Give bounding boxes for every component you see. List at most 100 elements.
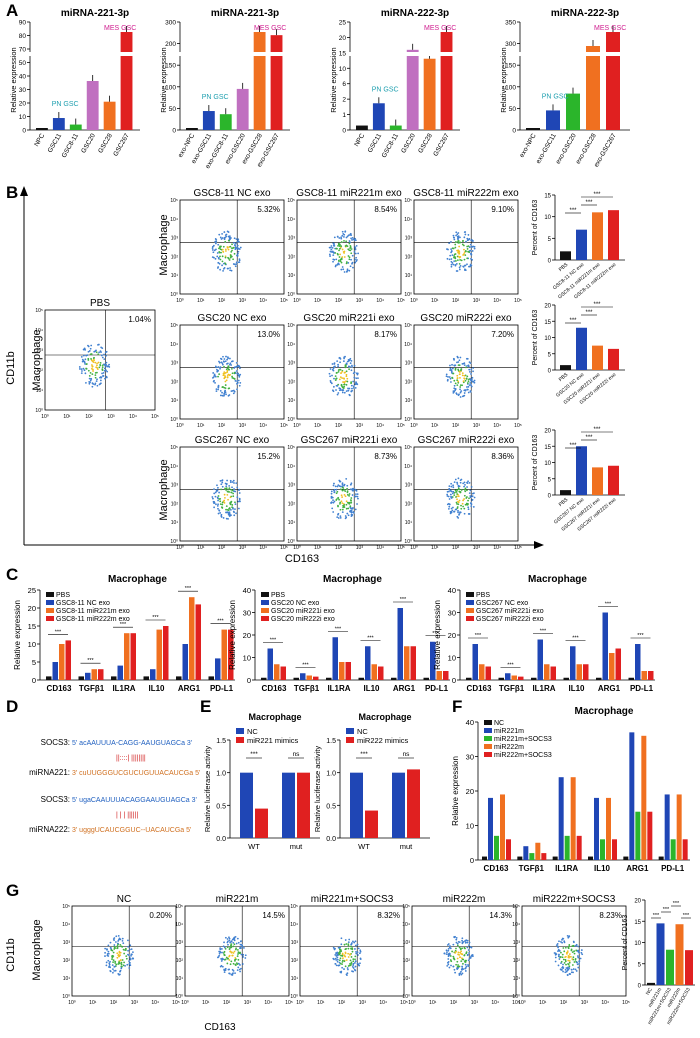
event-dot: [338, 247, 341, 250]
event-dot: [218, 233, 221, 236]
event-dot: [350, 511, 353, 514]
y-tick-label: 150: [505, 63, 516, 70]
event-dot: [105, 369, 107, 372]
chart-title: Macrophage: [108, 574, 167, 585]
event-dot: [229, 269, 232, 272]
event-dot: [347, 952, 350, 955]
sig-label: ns: [293, 751, 301, 758]
x-tick-label: 10⁰: [410, 545, 418, 551]
x-tick-label: 10⁵: [151, 414, 159, 420]
event-dot: [217, 388, 220, 391]
x-tick-label: 10⁵: [280, 298, 288, 304]
event-dot: [242, 956, 244, 958]
event-dot: [339, 949, 342, 951]
event-dot: [456, 249, 459, 252]
event-dot: [350, 384, 353, 387]
row-label-macrophage: Macrophage: [31, 919, 43, 980]
bar: [423, 677, 429, 680]
y-tick-label: 10¹: [288, 398, 296, 404]
event-dot: [350, 382, 352, 385]
event-dot: [466, 248, 469, 250]
event-dot: [573, 961, 576, 963]
event-dot: [96, 362, 98, 365]
event-dot: [228, 259, 231, 261]
event-dot: [122, 948, 125, 951]
legend-label: miR221m+SOCS3: [494, 736, 552, 743]
event-dot: [456, 384, 459, 387]
event-dot: [453, 968, 456, 971]
event-dot: [560, 960, 563, 963]
event-dot: [344, 939, 347, 941]
event-dot: [127, 945, 130, 948]
event-dot: [463, 946, 466, 949]
event-dot: [349, 953, 352, 955]
event-dot: [238, 952, 241, 954]
event-dot: [351, 387, 353, 390]
event-dot: [468, 238, 471, 240]
event-dot: [221, 391, 223, 394]
x-tick-label: 10²: [452, 423, 460, 429]
bar: [535, 842, 541, 860]
event-dot: [345, 943, 348, 945]
event-dot: [338, 378, 341, 381]
event-dot: [466, 941, 469, 944]
sig-label: ***: [540, 629, 547, 635]
x-tick-label: 10²: [338, 1000, 346, 1006]
event-dot: [228, 937, 231, 940]
event-dot: [450, 260, 453, 263]
event-dot: [348, 493, 351, 495]
event-dot: [461, 972, 464, 975]
event-dot: [467, 385, 470, 388]
event-dot: [470, 373, 472, 375]
event-dot: [345, 503, 348, 506]
event-dot: [231, 481, 234, 483]
event-dot: [471, 245, 474, 248]
legend-swatch: [46, 616, 54, 621]
x-tick-label: 10⁴: [376, 545, 384, 551]
event-dot: [85, 363, 88, 365]
event-dot: [239, 246, 242, 249]
y-tick-label: 10²: [176, 958, 184, 964]
event-dot: [568, 965, 571, 968]
event-dot: [557, 946, 559, 949]
event-dot: [223, 386, 226, 389]
event-dot: [347, 262, 350, 264]
event-dot: [568, 967, 571, 969]
bar: [391, 677, 397, 680]
event-dot: [463, 362, 466, 365]
event-dot: [567, 963, 569, 965]
x-tick-label: 10⁰: [68, 1000, 76, 1006]
event-dot: [356, 503, 358, 505]
event-dot: [222, 517, 225, 519]
event-dot: [236, 969, 239, 972]
bar: [365, 646, 371, 680]
event-dot: [104, 951, 106, 954]
event-dot: [578, 951, 581, 954]
sig-label: ***: [87, 658, 94, 664]
event-dot: [344, 515, 347, 517]
event-dot: [349, 232, 352, 235]
event-dot: [236, 380, 239, 383]
plot-title: GSC20 miR221i exo: [303, 313, 395, 324]
event-dot: [129, 957, 131, 960]
event-dot: [456, 944, 459, 947]
x-tick-label: mut: [290, 842, 303, 851]
event-dot: [128, 948, 131, 951]
x-tick-label: 10³: [359, 1000, 367, 1006]
event-dot: [358, 952, 361, 955]
y-tick-label: 2: [342, 97, 346, 104]
event-dot: [234, 503, 237, 505]
event-dot: [101, 372, 103, 375]
event-dot: [349, 265, 352, 268]
event-dot: [568, 945, 571, 948]
event-dot: [230, 491, 233, 494]
event-dot: [221, 965, 224, 968]
event-dot: [563, 941, 566, 944]
chart-title: Macrophage: [248, 712, 301, 722]
event-dot: [345, 947, 348, 950]
event-dot: [466, 939, 469, 942]
event-dot: [453, 256, 455, 259]
event-dot: [220, 960, 223, 962]
event-dot: [223, 954, 226, 957]
